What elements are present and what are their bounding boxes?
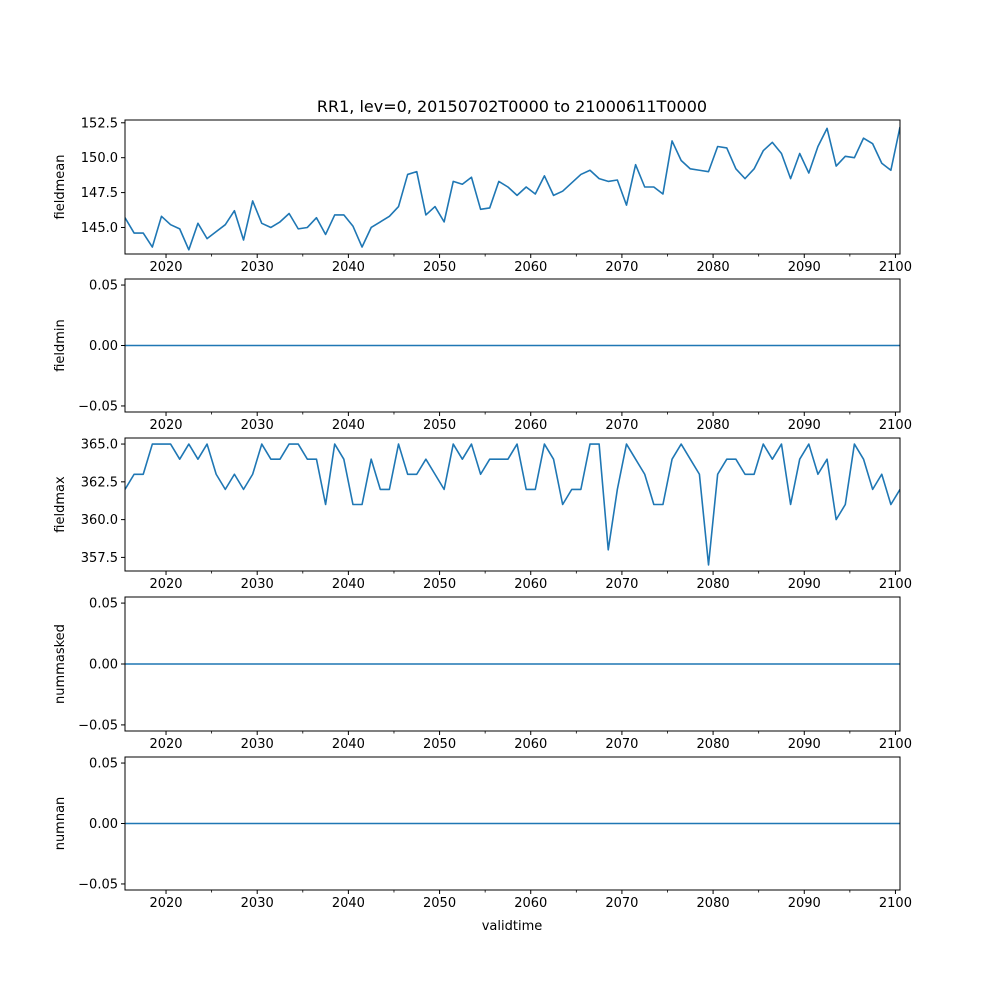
fieldmean-y-axis-label: fieldmean — [53, 155, 68, 220]
nummasked-y-tick-label: 0.00 — [89, 658, 118, 673]
fieldmax-y-tick-label: 365.0 — [81, 438, 118, 453]
fieldmin-x-tick-label: 2050 — [423, 418, 456, 433]
fieldmean-x-tick-label: 2100 — [879, 260, 912, 275]
fieldmean-x-tick-label: 2030 — [241, 260, 274, 275]
nummasked-x-tick-label: 2040 — [332, 737, 365, 752]
fieldmean-axes-frame — [124, 119, 901, 255]
numnan-y-tick-label: 0.05 — [89, 757, 118, 772]
nummasked-x-tick-label: 2050 — [423, 737, 456, 752]
numnan-x-tick-label: 2100 — [879, 896, 912, 911]
chart-title: RR1, lev=0, 20150702T0000 to 21000611T00… — [317, 97, 707, 116]
fieldmean-x-tick-label: 2050 — [423, 260, 456, 275]
fieldmin-x-tick-label: 2020 — [149, 418, 182, 433]
fieldmax-x-tick-label: 2070 — [605, 577, 638, 592]
fieldmin-y-tick-label: 0.05 — [89, 279, 118, 294]
x-axis-label: validtime — [482, 919, 543, 934]
numnan-y-axis-label: numnan — [53, 797, 68, 851]
nummasked-y-tick-label: −0.05 — [78, 718, 118, 733]
numnan-y-tick-label: −0.05 — [78, 877, 118, 892]
fieldmin-x-tick-label: 2060 — [514, 418, 547, 433]
nummasked-x-tick-label: 2090 — [788, 737, 821, 752]
fieldmax-x-tick-label: 2080 — [697, 577, 730, 592]
fieldmean-x-tick-label: 2020 — [149, 260, 182, 275]
fieldmax-x-tick-label: 2090 — [788, 577, 821, 592]
numnan-x-tick-label: 2060 — [514, 896, 547, 911]
numnan-x-tick-label: 2040 — [332, 896, 365, 911]
numnan-x-tick-label: 2070 — [605, 896, 638, 911]
numnan-x-tick-label: 2030 — [241, 896, 274, 911]
fieldmin-x-tick-label: 2090 — [788, 418, 821, 433]
fieldmax-y-tick-label: 357.5 — [81, 551, 118, 566]
fieldmax-y-axis-label: fieldmax — [53, 476, 68, 533]
fieldmax-x-tick-label: 2040 — [332, 577, 365, 592]
panel-numnan: −0.05 0.00 0.05 2020 2030 2040 2050 2060 2070 208… — [53, 756, 912, 911]
nummasked-x-tick-label: 2060 — [514, 737, 547, 752]
nummasked-x-tick-label: 2070 — [605, 737, 638, 752]
fieldmean-x-tick-label: 2070 — [605, 260, 638, 275]
fieldmax-x-tick-label: 2100 — [879, 577, 912, 592]
panel-fieldmean: 145.0 147.5 150.0 152.5 2020 2030 2040 2050 2060… — [53, 116, 912, 275]
numnan-x-tick-label: 2080 — [697, 896, 730, 911]
fieldmax-x-tick-label: 2050 — [423, 577, 456, 592]
numnan-x-tick-label: 2090 — [788, 896, 821, 911]
fieldmin-y-axis-label: fieldmin — [53, 319, 68, 372]
fieldmax-x-tick-label: 2030 — [241, 577, 274, 592]
fieldmean-y-tick-label: 152.5 — [81, 116, 118, 131]
panel-nummasked: −0.05 0.00 0.05 2020 2030 2040 2050 2060 2070 208… — [53, 596, 912, 752]
fieldmax-axes-frame — [124, 437, 901, 572]
fieldmean-x-tick-label: 2060 — [514, 260, 547, 275]
fieldmin-x-tick-label: 2070 — [605, 418, 638, 433]
nummasked-x-tick-label: 2030 — [241, 737, 274, 752]
panels: 145.0 147.5 150.0 152.5 2020 2030 2040 2050 2060… — [53, 116, 912, 911]
nummasked-x-tick-label: 2080 — [697, 737, 730, 752]
fieldmin-y-tick-label: 0.00 — [89, 339, 118, 354]
panel-fieldmax: 357.5 360.0 362.5 365.0 2020 2030 2040 2050 2060… — [53, 437, 912, 592]
fieldmean-y-tick-label: 150.0 — [81, 151, 118, 166]
fieldmean-y-tick-label: 147.5 — [81, 186, 118, 201]
numnan-x-tick-label: 2020 — [149, 896, 182, 911]
numnan-y-tick-label: 0.00 — [89, 817, 118, 832]
fieldmin-x-tick-label: 2040 — [332, 418, 365, 433]
nummasked-x-tick-label: 2020 — [149, 737, 182, 752]
fieldmean-series-line — [125, 126, 900, 251]
fieldmin-x-tick-label: 2030 — [241, 418, 274, 433]
fieldmax-series-line — [125, 443, 900, 566]
fieldmean-x-tick-label: 2090 — [788, 260, 821, 275]
fieldmax-x-tick-label: 2020 — [149, 577, 182, 592]
fieldmax-y-tick-label: 362.5 — [81, 475, 118, 490]
fieldmax-y-tick-label: 360.0 — [81, 513, 118, 528]
fieldmin-y-tick-label: −0.05 — [78, 399, 118, 414]
numnan-x-tick-label: 2050 — [423, 896, 456, 911]
nummasked-y-tick-label: 0.05 — [89, 597, 118, 612]
fieldmax-x-tick-label: 2060 — [514, 577, 547, 592]
panel-fieldmin: −0.05 0.00 0.05 2020 2030 2040 2050 2060 2070 208… — [53, 278, 912, 433]
fieldmin-x-tick-label: 2100 — [879, 418, 912, 433]
fieldmean-x-tick-label: 2080 — [697, 260, 730, 275]
nummasked-x-tick-label: 2100 — [879, 737, 912, 752]
fieldmean-y-tick-label: 145.0 — [81, 221, 118, 236]
fieldmean-x-tick-label: 2040 — [332, 260, 365, 275]
nummasked-y-axis-label: nummasked — [53, 624, 68, 704]
fieldmin-x-tick-label: 2080 — [697, 418, 730, 433]
